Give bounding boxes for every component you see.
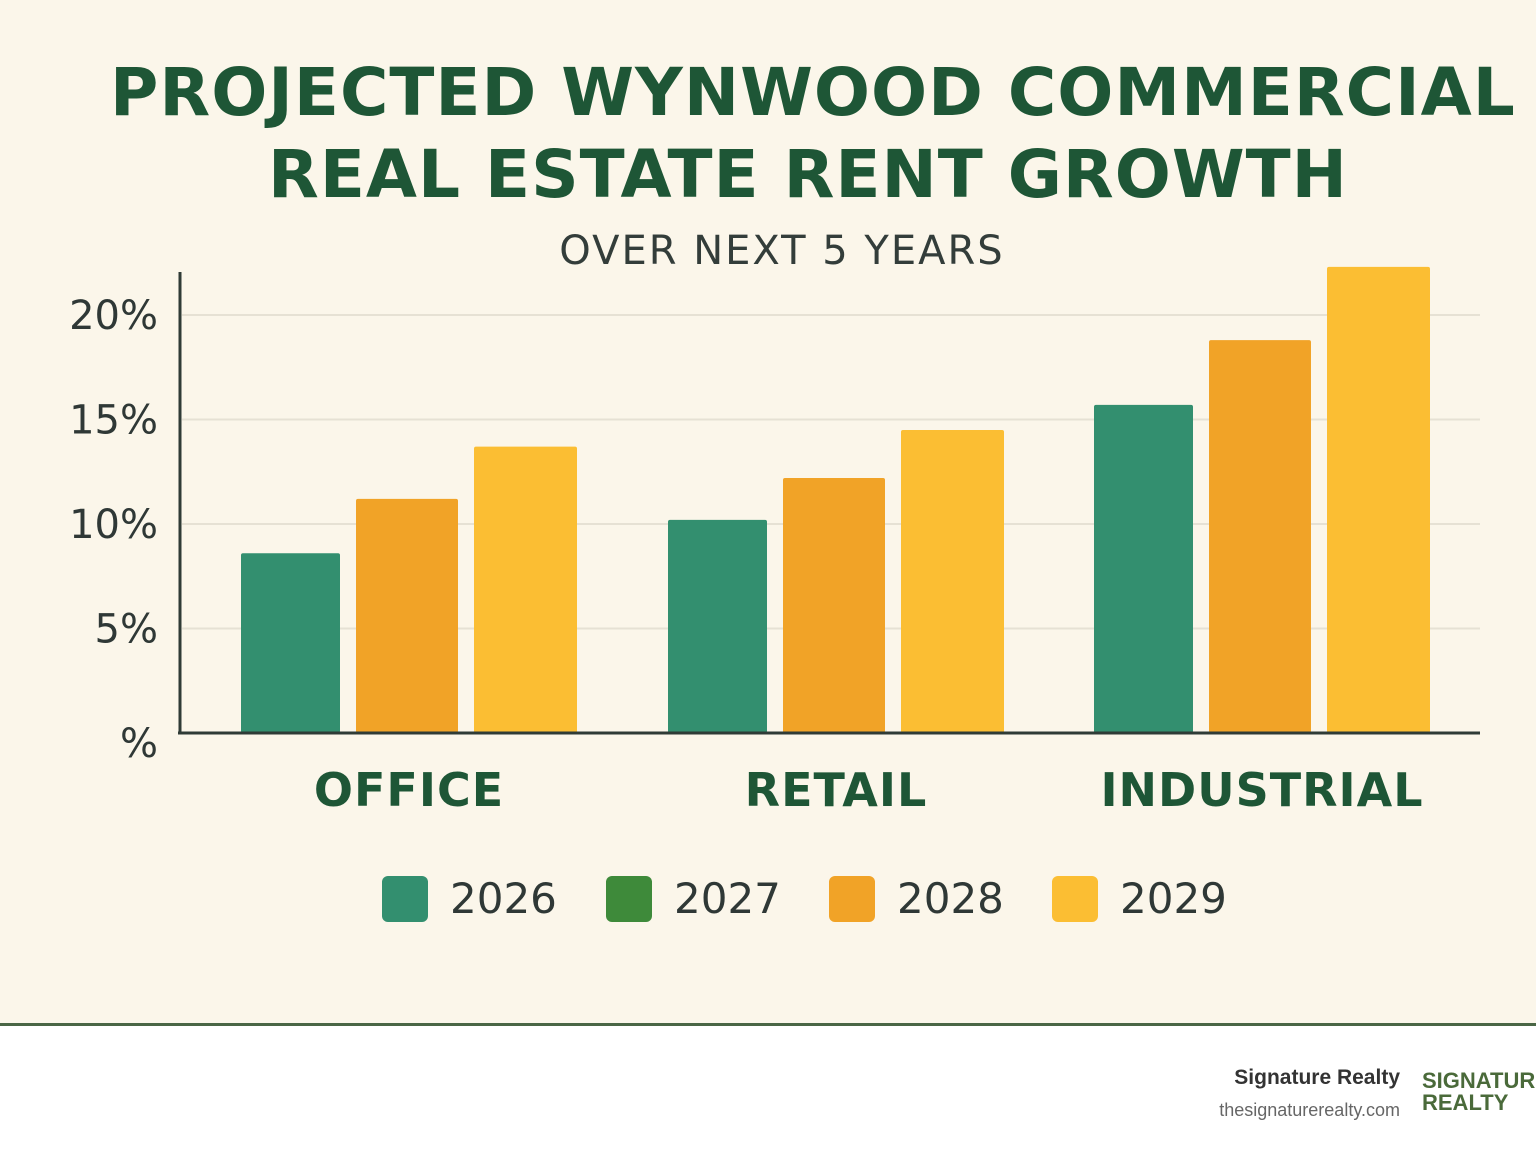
- legend-swatch-2026: [382, 875, 428, 922]
- legend-label-2029: 2029: [1120, 874, 1227, 923]
- bar-retail-2026: [668, 519, 767, 733]
- axes: [178, 272, 1480, 735]
- legend-label-2028: 2028: [897, 874, 1004, 923]
- bar-industrial-2029: [1327, 266, 1430, 733]
- legend-label-2027: 2027: [674, 874, 781, 923]
- legend: 2026: [382, 874, 557, 923]
- bar-industrial-2026: [1094, 404, 1193, 733]
- x-category-label: OFFICE: [314, 763, 504, 817]
- bars: [241, 266, 1430, 733]
- bar-office-2026: [241, 553, 340, 733]
- y-tick-label: 10%: [69, 502, 158, 548]
- legend: 2029: [1052, 874, 1227, 923]
- bar-office-2028: [356, 498, 458, 733]
- legend: 2028: [829, 874, 1004, 923]
- bar-retail-2028: [783, 478, 885, 733]
- bar-industrial-2028: [1209, 340, 1311, 733]
- chart-title-line-1: PROJECTED WYNWOOD COMMERCIAL: [110, 54, 1516, 131]
- logo-line-1: SIGNATURE: [1422, 1068, 1536, 1093]
- x-category-label: INDUSTRIAL: [1100, 763, 1423, 817]
- brand-name: Signature Realty: [1234, 1066, 1400, 1089]
- signature-realty-logo: SIGNATURE REALTY: [1418, 1068, 1536, 1116]
- legend-label-2026: 2026: [450, 874, 557, 923]
- y-tick-label: 20%: [69, 293, 158, 339]
- logo-line-2: REALTY: [1422, 1090, 1509, 1115]
- chart-title-line-2: REAL ESTATE RENT GROWTH: [268, 136, 1348, 213]
- bar-office-2029: [474, 446, 577, 733]
- chart-area: PROJECTED WYNWOOD COMMERCIAL REAL ESTATE…: [0, 0, 1536, 1025]
- legend-swatch-2029: [1052, 875, 1098, 922]
- footer-divider: [0, 1023, 1536, 1026]
- brand-url[interactable]: thesignaturerealty.com: [1219, 1100, 1400, 1120]
- bar-retail-2029: [901, 429, 1004, 733]
- bar-chart-plot: % 5% 10% 15% 20% OFFICE RETAIL INDUSTRIAL: [69, 266, 1480, 817]
- legend-swatch-2027: [606, 875, 652, 922]
- x-category-label: RETAIL: [745, 763, 928, 817]
- footer: [0, 1026, 1536, 1154]
- legend: 2027: [606, 874, 781, 923]
- y-tick-label: 5%: [95, 607, 158, 653]
- chart-subtitle: OVER NEXT 5 YEARS: [559, 228, 1005, 274]
- axis-labels: % 5% 10% 15% 20% OFFICE RETAIL INDUSTRIAL: [69, 293, 1423, 817]
- legend-swatch-2028: [829, 875, 875, 922]
- y-tick-label: %: [120, 721, 158, 767]
- y-tick-label: 15%: [69, 398, 158, 444]
